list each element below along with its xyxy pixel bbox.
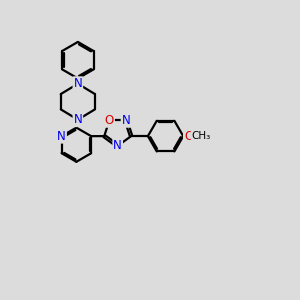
Text: O: O: [184, 130, 193, 142]
Text: N: N: [74, 113, 82, 126]
Text: N: N: [113, 140, 122, 152]
Text: N: N: [122, 114, 130, 127]
Text: N: N: [74, 77, 82, 90]
Text: O: O: [105, 114, 114, 127]
Text: N: N: [57, 130, 66, 143]
Text: CH₃: CH₃: [191, 131, 211, 141]
